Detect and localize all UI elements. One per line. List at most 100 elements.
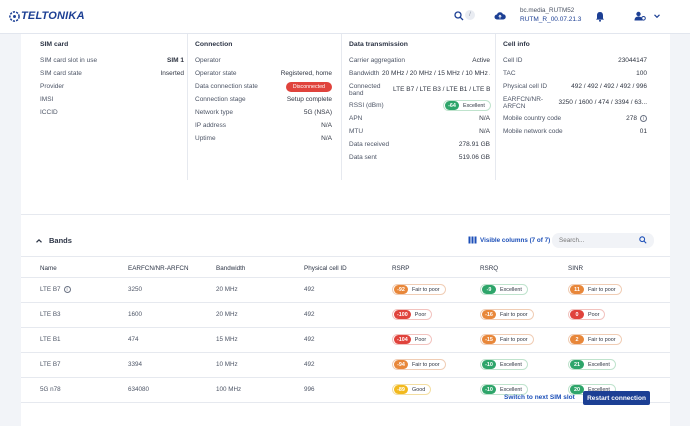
bands-search-input[interactable] [552,233,654,248]
chevron-up-icon[interactable] [35,237,43,245]
connection-stage-value: Setup complete [286,96,332,103]
bands-title: Bands [49,236,72,245]
imsi-label: IMSI [40,96,54,103]
sinr-value: 11 [570,285,584,294]
band-name: LTE B7 i [40,286,71,293]
section-divider [21,214,670,215]
band-earfcn-text: 634080 [128,386,150,393]
band-name: LTE B3 [40,311,61,318]
rsrp-quality: Fair to poor [412,286,440,293]
col-rsrp[interactable]: RSRP [392,265,410,272]
brand-name: TELTONIKA [21,10,85,22]
top-bar: TELTONIKA / bc.media_RUTM52 RUTM_R_00.07… [0,0,690,34]
band-bandwidth: 10 MHz [216,361,238,368]
band-name: LTE B7 [40,361,61,368]
col-name[interactable]: Name [40,265,57,272]
rsrq-value: -15 [482,335,496,344]
sinr-value: 0 [570,310,584,319]
rsrp-pill: -92 Fair to poor [392,284,446,295]
rsrq-quality: Excellent [500,386,522,393]
rsrp-value: -94 [394,360,408,369]
rssi-value: -64 [445,101,459,110]
info-icon[interactable]: i [63,286,71,293]
sinr-pill: 11 Fair to poor [568,284,622,295]
apn-value: N/A [479,115,490,122]
table-row: 5G n78 634080 100 MHz 996 -89 Good -10 Excellen… [21,378,670,403]
rsrp-quality: Poor [414,336,427,343]
search-icon[interactable] [639,236,647,244]
device-name: bc.media_RUTM52 [520,7,575,14]
firmware-version[interactable]: RUTM_R_00.07.21.3 [520,16,582,23]
data-sent-value: 519.06 GB [458,154,490,161]
table-row: LTE B7 3394 10 MHz 492 -94 Fair to poor -10 Exc… [21,353,670,378]
band-physical-cell-id-text: 492 [304,361,315,368]
sinr-quality: Excellent [588,386,610,393]
rsrq-pill: -10 Excellent [480,384,528,395]
sinr-pill: 2 Fair to poor [568,334,622,345]
band-physical-cell-id-text: 492 [304,336,315,343]
visible-columns-button[interactable]: Visible columns (7 of 7) [468,236,550,244]
search-button[interactable] [449,7,469,25]
bands-header[interactable]: Bands [35,236,72,245]
data-sent-label: Data sent [349,154,377,161]
iccid-label: ICCID [40,109,58,116]
table-row: LTE B1 474 15 MHz 492 -104 Poor -15 Fair to poo… [21,328,670,353]
teltonika-logo[interactable]: TELTONIKA [9,8,85,24]
sim-card-title: SIM card [40,41,69,48]
info-icon[interactable]: i [640,114,647,122]
user-settings-icon [634,11,646,21]
upload-button[interactable] [490,7,510,25]
table-row: LTE B3 1600 20 MHz 492 -100 Poor -16 Fair to po… [21,303,670,328]
band-bandwidth: 15 MHz [216,336,238,343]
sim-state-label: SIM card state [40,70,82,77]
band-name: 5G n78 [40,386,61,393]
network-type-label: Network type [195,109,233,116]
band-physical-cell-id: 492 [304,336,315,343]
col-earfcn[interactable]: EARFCN/NR-ARFCN [128,265,189,272]
rsrp-value: -100 [394,310,411,319]
logo-icon [9,10,20,22]
apn-label: APN [349,115,363,122]
sim-slot-label: SIM card slot in use [40,57,98,64]
band-earfcn: 1600 [128,311,142,318]
sim-slot-value: SIM 1 [167,57,184,64]
band-bandwidth: 20 MHz [216,311,238,318]
cell-info-section: Cell info Cell ID 23044147 TAC 100 Physica… [495,34,653,180]
sim-card-section: SIM card SIM card slot in use SIM 1 SIM c… [40,34,184,180]
cell-info-title: Cell info [503,41,530,48]
sinr-value: 21 [570,360,584,369]
rsrq-value: -9 [482,285,496,294]
restart-connection-button[interactable]: Restart connection [583,391,650,405]
sinr-quality: Fair to poor [588,336,616,343]
search-shortcut-hint: / [465,10,475,20]
sinr-quality: Fair to poor [588,286,616,293]
cell-id-label: Cell ID [503,57,523,64]
col-sinr[interactable]: SINR [568,265,584,272]
rsrp-quality: Fair to poor [412,361,440,368]
mcc-label: Mobile country code [503,115,562,122]
col-rsrq[interactable]: RSRQ [480,265,499,272]
rsrp-value: -92 [394,285,408,294]
network-type-value: 5G (NSA) [303,109,332,116]
rsrp-value: -89 [394,385,408,394]
rsrq-quality: Fair to poor [500,336,528,343]
rsrp-quality: Poor [414,311,427,318]
switch-sim-button[interactable]: Switch to next SIM slot [504,394,575,401]
chevron-down-icon[interactable] [652,11,662,21]
operator-state-value: Registered, home [280,70,332,77]
rsrp-pill: -89 Good [392,384,432,395]
connection-stage-label: Connection stage [195,96,246,103]
tac-value: 100 [636,70,647,77]
ip-address-value: N/A [321,122,332,129]
band-physical-cell-id-text: 996 [304,386,315,393]
band-bandwidth-text: 20 MHz [216,311,238,318]
tac-label: TAC [503,70,516,77]
col-physical-cell-id[interactable]: Physical cell ID [304,265,347,272]
col-bandwidth[interactable]: Bandwidth [216,265,246,272]
notifications-button[interactable] [590,7,610,25]
user-menu-button[interactable] [630,7,650,25]
earfcn-label: EARFCN/NR-ARFCN [503,95,544,110]
rsrq-pill: -15 Fair to poor [480,334,534,345]
uptime-label: Uptime [195,135,216,142]
device-info: bc.media_RUTM52 RUTM_R_00.07.21.3 [520,7,581,23]
